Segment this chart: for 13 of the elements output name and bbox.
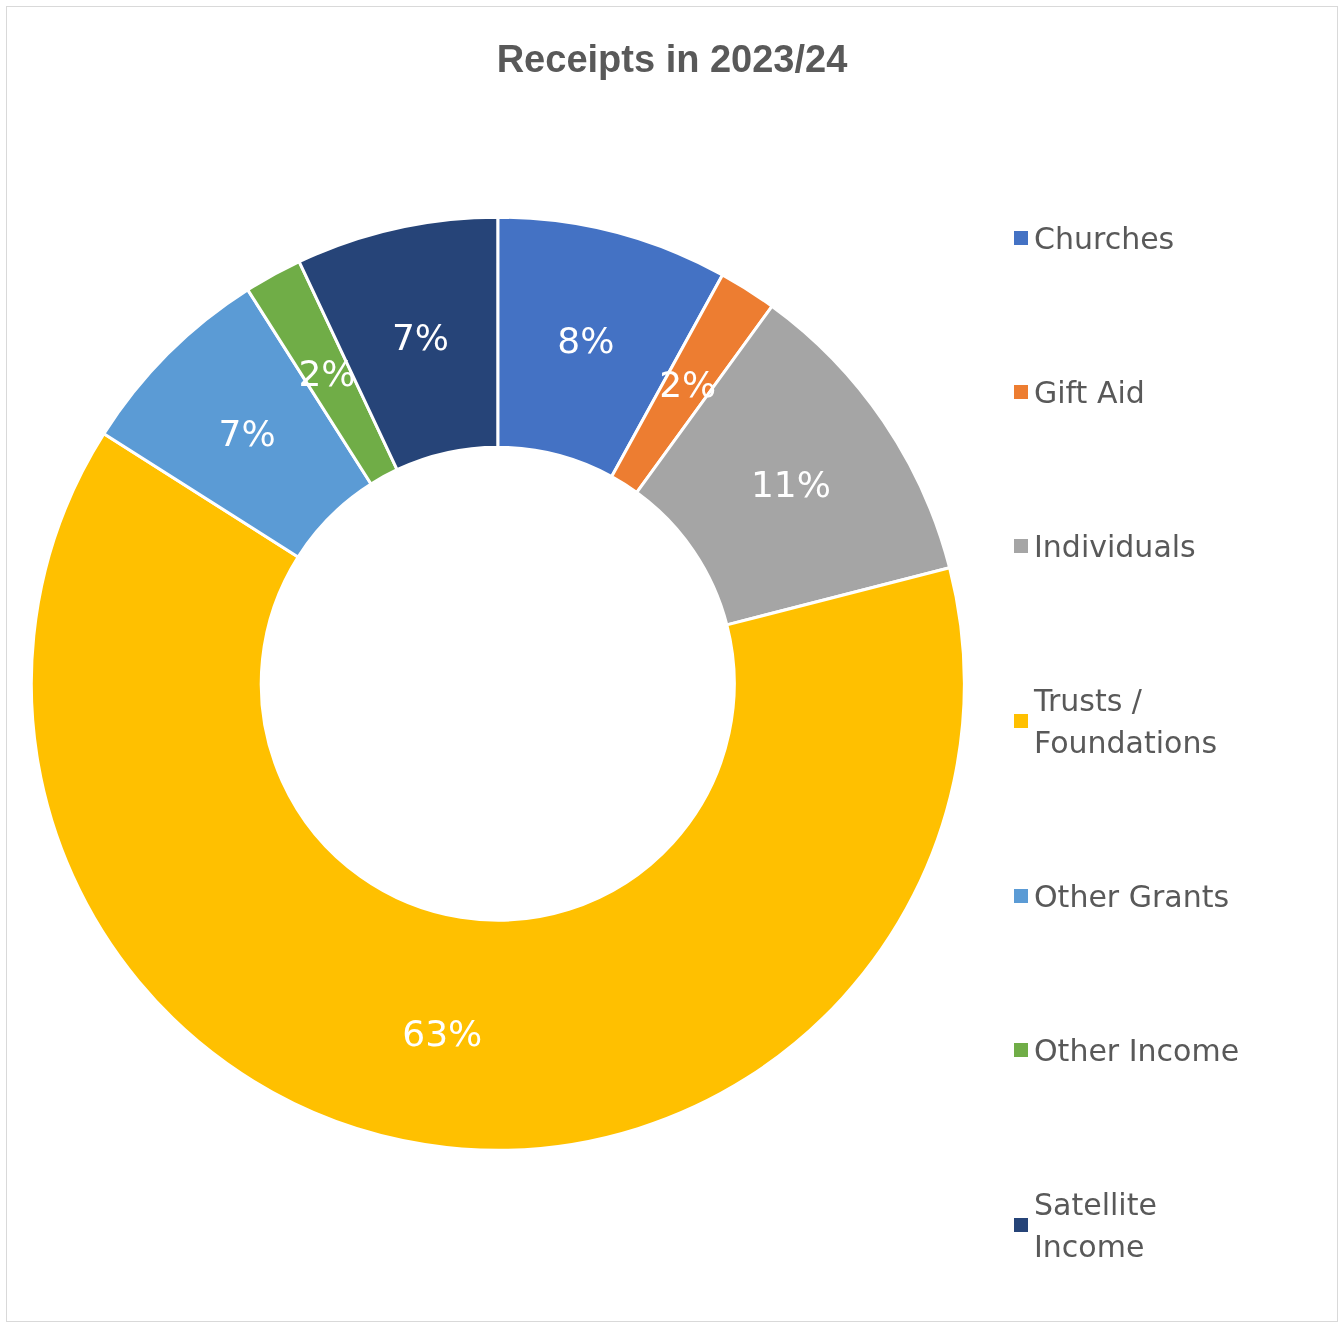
chart-title: Receipts in 2023/24 bbox=[496, 38, 848, 80]
legend-label: Individuals bbox=[1034, 528, 1196, 564]
data-label: 7% bbox=[218, 412, 276, 454]
legend-label: Satellite Income bbox=[1034, 1186, 1167, 1264]
legend-label: Churches bbox=[1034, 220, 1175, 256]
legend-label: Other Grants bbox=[1034, 878, 1230, 914]
legend-label: Other Income bbox=[1034, 1032, 1240, 1068]
data-label: 63% bbox=[402, 1013, 483, 1055]
legend-label: Trusts / Foundations bbox=[1033, 682, 1218, 760]
data-label: 7% bbox=[391, 317, 449, 359]
data-label: 8% bbox=[557, 319, 615, 361]
legend-label: Gift Aid bbox=[1034, 374, 1145, 410]
data-label: 11% bbox=[750, 463, 831, 505]
